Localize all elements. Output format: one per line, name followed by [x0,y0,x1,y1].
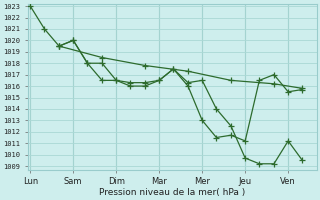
X-axis label: Pression niveau de la mer( hPa ): Pression niveau de la mer( hPa ) [99,188,245,197]
